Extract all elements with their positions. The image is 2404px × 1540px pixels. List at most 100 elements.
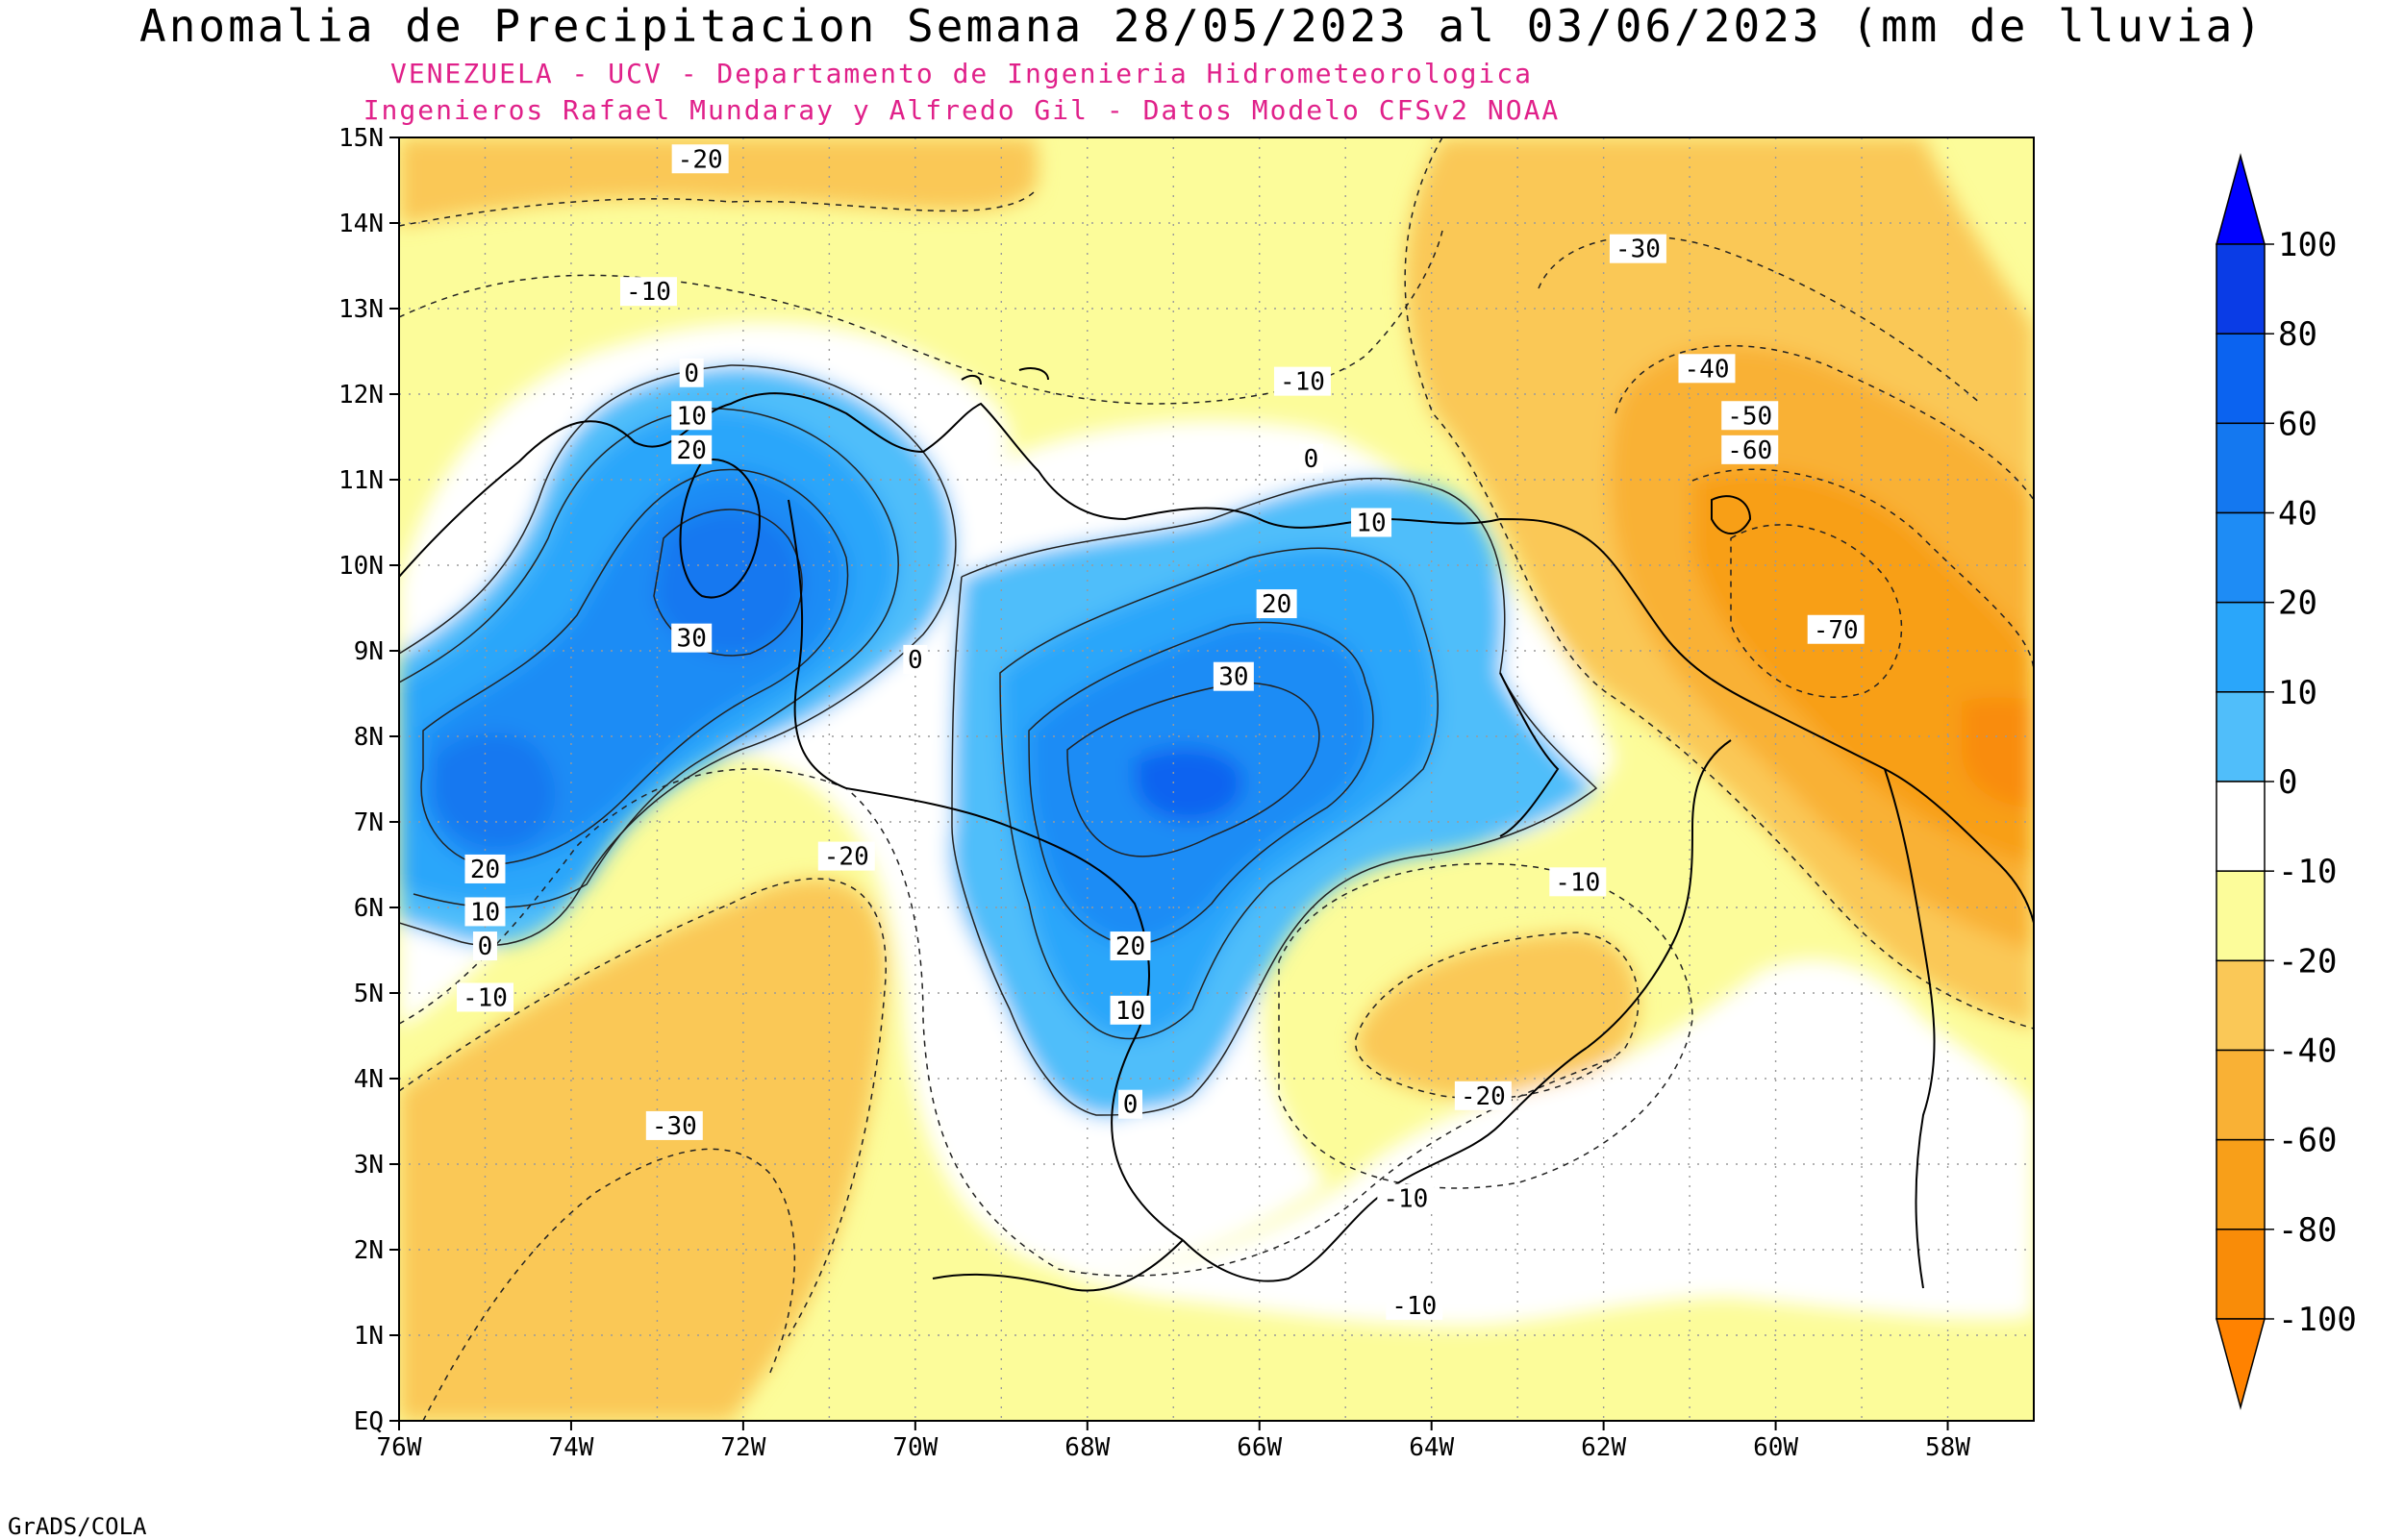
contour-label-bg [464, 854, 506, 883]
contour-label-bg [1609, 234, 1666, 263]
map-subtitle-institution: VENEZUELA - UCV - Departamento de Ingeni… [389, 58, 1534, 89]
y-tick-label: 9N [354, 637, 384, 666]
contour-label-bg [1351, 508, 1392, 537]
contour-label-bg [1110, 931, 1151, 961]
colorbar-label: 80 [2278, 315, 2317, 354]
contour-label-bg [472, 931, 497, 961]
colorbar-label: 60 [2278, 405, 2317, 443]
dry-region-east-80 [1962, 697, 2034, 807]
colorbar-segment [2216, 781, 2266, 872]
contour-label: -30 [652, 1112, 697, 1141]
y-axis-ticks: EQ 1N 2N 3N 4N 5N 6N 7N 8N 9N 10N 11N 12N 13N 14N 15N [338, 124, 399, 1436]
wet-region-center-40 [1135, 747, 1243, 822]
colorbar-label: -10 [2278, 853, 2337, 891]
contour-label: -40 [1685, 355, 1730, 384]
contour-label-bg [1386, 1290, 1443, 1320]
contour-label: -20 [1461, 1082, 1506, 1111]
y-tick-label: 11N [338, 466, 384, 495]
wet-region-west-sw [433, 732, 556, 849]
colorbar-label: -60 [2278, 1122, 2337, 1160]
contour-neg-10-nw [399, 230, 1443, 405]
coastline-maracaibo-lake [679, 459, 762, 599]
contour-neg-20-east [1404, 137, 2034, 1030]
y-tick-label: 7N [354, 808, 384, 837]
contour-neg-70-east [1730, 524, 1903, 698]
contour-label: -10 [1280, 368, 1325, 397]
contour-label: 0 [1304, 445, 1319, 474]
contour-label-bg [1213, 661, 1254, 691]
contour-label: 0 [684, 360, 699, 388]
colorbar-label: 100 [2278, 226, 2337, 264]
contour-label: 20 [1115, 932, 1145, 961]
contour-label: -10 [626, 278, 671, 307]
anomaly-contours [399, 137, 2034, 1421]
contour-label-bg [1678, 354, 1736, 384]
contour-label-bg [1807, 614, 1865, 644]
contour-20-west [420, 468, 849, 866]
plot-frame [398, 137, 2035, 1422]
colorbar-label: -40 [2278, 1032, 2337, 1071]
contour-label: -20 [678, 145, 723, 174]
y-tick-label: 1N [354, 1322, 384, 1351]
colorbar-label: 0 [2278, 763, 2297, 802]
contour-neg-10-sw [399, 768, 1616, 1277]
contour-label: 30 [677, 625, 707, 654]
dry-region-se-20 [1355, 932, 1639, 1099]
contour-label: -10 [463, 983, 508, 1012]
contour-label-bg [1118, 1089, 1143, 1119]
contour-label-bg [619, 277, 677, 307]
island-aruba-curacao [961, 367, 1049, 385]
contour-label: 0 [1123, 1091, 1139, 1120]
contour-label: 20 [1262, 590, 1291, 619]
colorbar-label: 10 [2278, 674, 2317, 712]
colorbar-segment [2216, 1229, 2266, 1320]
contour-label-bg [679, 358, 704, 387]
x-tick-label: 76W [377, 1433, 422, 1462]
colorbar-segment [2216, 511, 2266, 604]
map-subtitle-authors: Ingenieros Rafael Mundaray y Alfredo Gil… [363, 94, 1561, 126]
colorbar-segment [2216, 691, 2266, 782]
grads-footer: GrADS/COLA [8, 1513, 147, 1540]
colorbar-segment [2216, 1049, 2266, 1141]
contour-labels: -20 -10 0 10 20 30 20 10 0 -10 -20 -30 0 -10 0 10 20 30 20… [456, 144, 1865, 1321]
x-tick-label: 66W [1237, 1433, 1282, 1462]
contour-label-bg [645, 1110, 703, 1140]
y-tick-label: 5N [354, 980, 384, 1008]
contour-label: -10 [1383, 1185, 1428, 1214]
neutral-band-south [1058, 959, 2034, 1327]
border-guyana-suriname [1884, 768, 1936, 1289]
contour-label-bg [671, 401, 713, 431]
y-tick-label: 15N [338, 124, 384, 153]
x-tick-label: 74W [548, 1433, 593, 1462]
contour-label: 10 [677, 402, 707, 431]
colorbar-top-arrow [2216, 153, 2266, 245]
contour-label-bg [1549, 867, 1607, 897]
dry-region-sw-20 [399, 879, 887, 1421]
contour-label: -60 [1727, 436, 1772, 465]
contour-neg-20-sw [399, 878, 887, 1337]
contour-label: 10 [1356, 509, 1386, 538]
colorbar-label: 20 [2278, 584, 2317, 623]
contour-label: -30 [1615, 236, 1661, 264]
y-tick-label: 6N [354, 894, 384, 923]
contour-label-bg [1721, 435, 1779, 464]
contour-10-center [999, 547, 1440, 1040]
colorbar-segment [2216, 601, 2266, 693]
colorbar-label: -80 [2278, 1211, 2337, 1250]
contour-neg-10-se [1278, 862, 1693, 1189]
colorbar-segment [2216, 422, 2266, 514]
contour-label-bg [1721, 401, 1779, 431]
contour-label-bg [817, 841, 875, 871]
x-tick-label: 62W [1581, 1433, 1626, 1462]
coastline-orinoco-delta [1499, 672, 1560, 837]
x-tick-label: 60W [1753, 1433, 1798, 1462]
y-tick-label: 4N [354, 1065, 384, 1094]
contour-neg-60-east [1691, 468, 2034, 674]
map-title: Anomalia de Precipitacion Semana 28/05/2… [139, 0, 2265, 52]
colorbar-label: -20 [2278, 942, 2337, 981]
contour-label: 0 [478, 932, 493, 961]
contour-label: 20 [470, 856, 500, 884]
contour-label: -70 [1814, 616, 1859, 645]
colorbar-segment [2216, 959, 2266, 1052]
